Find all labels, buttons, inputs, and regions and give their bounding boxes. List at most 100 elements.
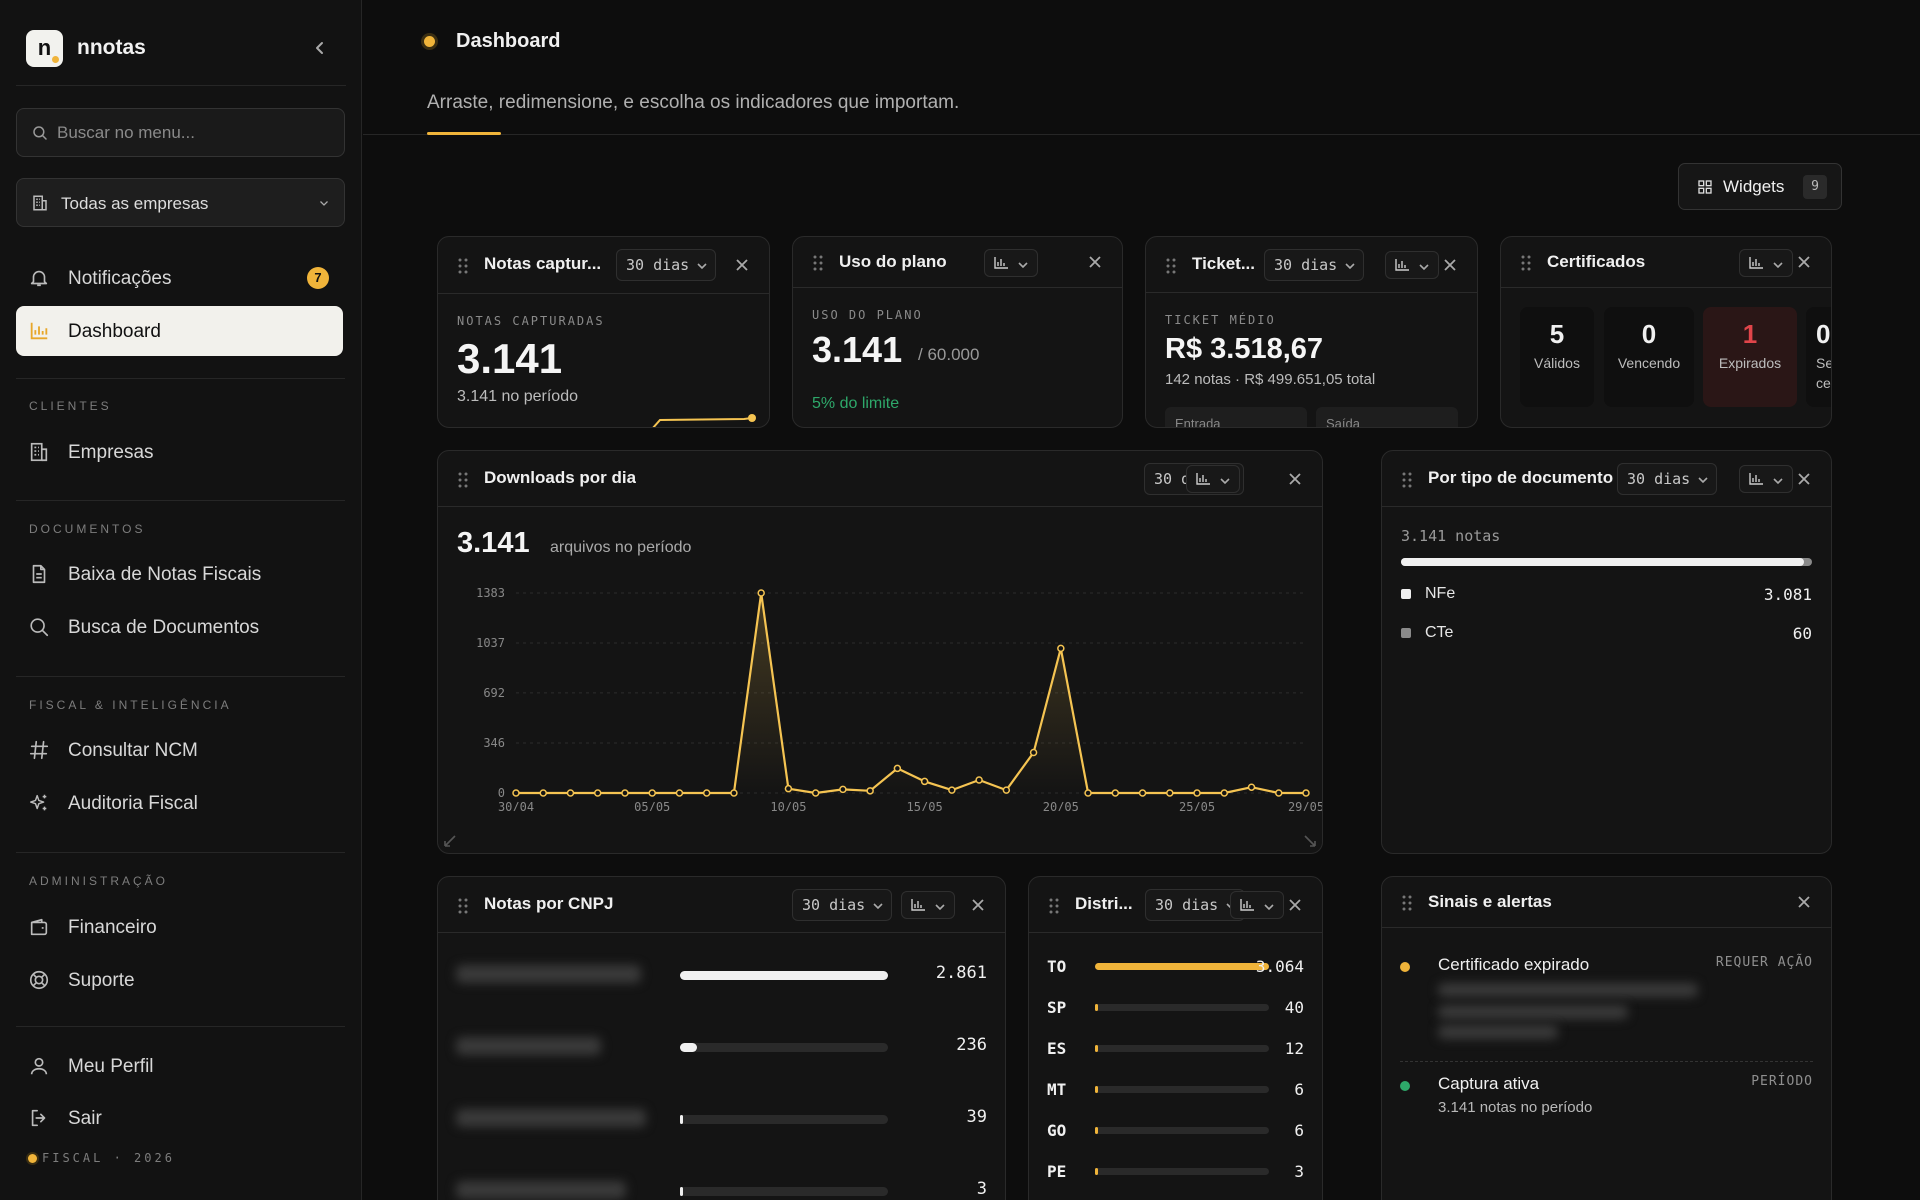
drag-handle-icon[interactable] bbox=[1521, 255, 1531, 271]
chevron-down-icon bbox=[1018, 262, 1028, 269]
period-select[interactable]: 30 dias bbox=[616, 249, 717, 281]
legend-swatch bbox=[1401, 589, 1411, 599]
brand-logo[interactable]: n bbox=[26, 30, 63, 67]
company-select[interactable]: Todas as empresas bbox=[16, 178, 345, 227]
drag-handle-icon[interactable] bbox=[1049, 898, 1059, 914]
chart-type-select[interactable] bbox=[901, 891, 955, 919]
menu-search-input[interactable] bbox=[57, 109, 337, 156]
sidebar-item-sair[interactable]: Sair bbox=[16, 1093, 343, 1143]
cert-label: Se ce bbox=[1816, 353, 1831, 393]
alert-tag: REQUER AÇÃO bbox=[1715, 955, 1813, 970]
close-icon[interactable] bbox=[971, 898, 985, 912]
data-point bbox=[675, 789, 684, 797]
card-title: Ticket... bbox=[1192, 254, 1255, 273]
uf-row[interactable]: GO 6 bbox=[1047, 1119, 1304, 1143]
data-point bbox=[1002, 786, 1011, 794]
data-point bbox=[839, 785, 847, 794]
drag-handle-icon[interactable] bbox=[1166, 258, 1176, 274]
x-tick-label: 29/05 bbox=[1288, 800, 1323, 811]
data-point bbox=[811, 789, 820, 797]
cert-count: 5 bbox=[1549, 319, 1565, 349]
chart-type-select[interactable] bbox=[1385, 251, 1439, 279]
kpi-label: USO DO PLANO bbox=[812, 308, 923, 322]
cnpj-row[interactable]: 3 bbox=[456, 1171, 987, 1200]
cnpj-row[interactable]: 39 bbox=[456, 1099, 987, 1139]
period-select[interactable]: 30 dias bbox=[792, 889, 893, 921]
sidebar-item-dashboard[interactable]: Dashboard bbox=[16, 306, 343, 356]
cert-valid-box[interactable]: 5 Válidos bbox=[1520, 307, 1594, 407]
chart-type-select[interactable] bbox=[1230, 891, 1284, 919]
uf-code: PE bbox=[1047, 1162, 1067, 1181]
chart-type-select[interactable] bbox=[984, 249, 1038, 277]
drag-handle-icon[interactable] bbox=[813, 255, 823, 271]
close-icon[interactable] bbox=[1088, 255, 1102, 269]
close-icon[interactable] bbox=[1443, 258, 1457, 272]
chart-type-select[interactable] bbox=[1739, 465, 1793, 493]
close-icon[interactable] bbox=[1797, 895, 1811, 909]
sidebar-item-baixa[interactable]: Baixa de Notas Fiscais bbox=[16, 549, 343, 599]
legend-row-cte[interactable]: CTe 60 bbox=[1401, 622, 1812, 646]
data-point bbox=[1166, 789, 1174, 797]
drag-handle-icon[interactable] bbox=[458, 472, 468, 488]
cert-expired-box[interactable]: 1 Expirados bbox=[1703, 307, 1797, 407]
alert-status-dot bbox=[1400, 1081, 1410, 1091]
sidebar-item-busca[interactable]: Busca de Documentos bbox=[16, 602, 343, 652]
menu-search[interactable] bbox=[16, 108, 345, 157]
period-select[interactable]: 30 dias bbox=[1617, 463, 1718, 495]
alert-certificado-expirado[interactable]: Certificado expirado REQUER AÇÃO bbox=[1400, 955, 1813, 1039]
collapse-sidebar-button[interactable] bbox=[308, 36, 332, 60]
cert-expiring-box[interactable]: 0 Vencendo bbox=[1604, 307, 1694, 407]
sidebar-item-suporte[interactable]: Suporte bbox=[16, 955, 343, 1005]
chart-type-select[interactable] bbox=[1739, 249, 1793, 277]
resize-handle-icon[interactable] bbox=[1302, 833, 1318, 849]
close-icon[interactable] bbox=[1288, 472, 1302, 486]
close-icon[interactable] bbox=[1797, 255, 1811, 269]
cnpj-bar-fill bbox=[680, 971, 888, 980]
redacted-alert-detail bbox=[1438, 1025, 1558, 1039]
period-value: 30 dias bbox=[802, 896, 866, 914]
sidebar-item-ncm[interactable]: Consultar NCM bbox=[16, 725, 343, 775]
cert-other-box[interactable]: 0 Se ce bbox=[1806, 307, 1831, 407]
x-tick-label: 25/05 bbox=[1179, 800, 1215, 811]
uf-row[interactable]: PE 3 bbox=[1047, 1160, 1304, 1184]
uf-bar-fill bbox=[1095, 1004, 1098, 1011]
card-header: Certificados bbox=[1501, 237, 1831, 288]
footer-dot bbox=[28, 1154, 37, 1163]
cnpj-row[interactable]: 2.861 bbox=[456, 955, 987, 995]
uf-row[interactable]: SP 40 bbox=[1047, 996, 1304, 1020]
close-icon[interactable] bbox=[1288, 898, 1302, 912]
alert-divider bbox=[1400, 1061, 1813, 1062]
sidebar-item-auditoria[interactable]: Auditoria Fiscal bbox=[16, 778, 343, 828]
legend-row-nfe[interactable]: NFe 3.081 bbox=[1401, 583, 1812, 607]
drag-handle-icon[interactable] bbox=[458, 258, 468, 274]
resize-handle-icon[interactable] bbox=[442, 833, 458, 849]
data-point bbox=[1029, 748, 1038, 757]
sidebar-item-notifications[interactable]: Notificações 7 bbox=[16, 253, 343, 303]
cnpj-value: 3 bbox=[976, 1179, 987, 1199]
alert-captura-ativa[interactable]: Captura ativa PERÍODO 3.141 notas no per… bbox=[1400, 1074, 1813, 1124]
widgets-button[interactable]: Widgets 9 bbox=[1678, 163, 1842, 210]
close-icon[interactable] bbox=[735, 258, 749, 272]
sidebar-item-perfil[interactable]: Meu Perfil bbox=[16, 1041, 343, 1091]
sidebar-item-empresas[interactable]: Empresas bbox=[16, 427, 343, 477]
card-header: Uso do plano bbox=[793, 237, 1122, 288]
sidebar-item-label: Auditoria Fiscal bbox=[68, 793, 198, 814]
cnpj-bar-track bbox=[680, 1115, 888, 1124]
period-select[interactable]: 30 dias bbox=[1264, 249, 1365, 281]
uf-row[interactable]: TO 3.064 bbox=[1047, 955, 1304, 979]
sidebar-item-financeiro[interactable]: Financeiro bbox=[16, 902, 343, 952]
alert-title: Captura ativa bbox=[1438, 1074, 1540, 1093]
chart-type-select[interactable] bbox=[1186, 465, 1240, 493]
drag-handle-icon[interactable] bbox=[1402, 472, 1412, 488]
close-icon[interactable] bbox=[1797, 472, 1811, 486]
uf-bar-track bbox=[1095, 1168, 1269, 1175]
data-point bbox=[757, 589, 765, 597]
drag-handle-icon[interactable] bbox=[1402, 895, 1412, 911]
uf-row[interactable]: ES 12 bbox=[1047, 1037, 1304, 1061]
period-select[interactable]: 30 dias bbox=[1145, 889, 1246, 921]
drag-handle-icon[interactable] bbox=[458, 898, 468, 914]
cert-count: 0 bbox=[1816, 319, 1831, 349]
cnpj-row[interactable]: 236 bbox=[456, 1027, 987, 1067]
uf-row[interactable]: MT 6 bbox=[1047, 1078, 1304, 1102]
card-title: Distri... bbox=[1075, 894, 1133, 913]
